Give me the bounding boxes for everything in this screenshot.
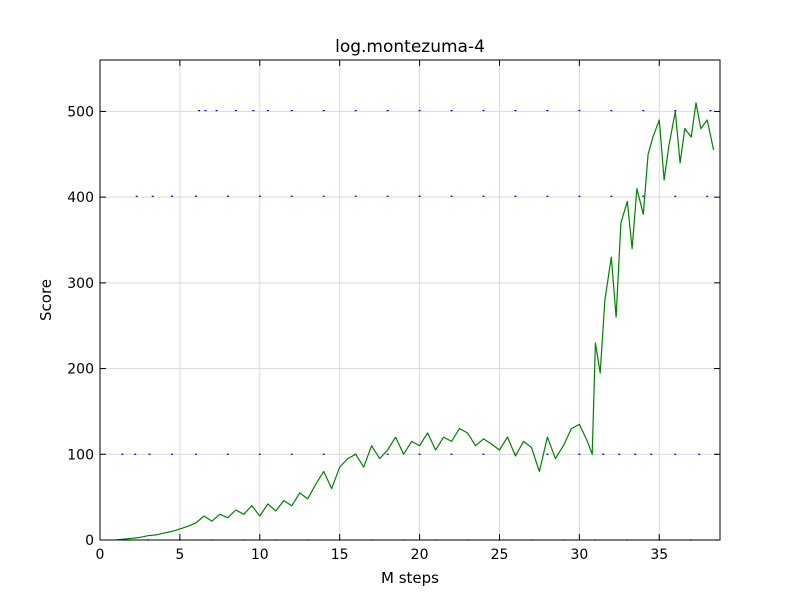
scatter-point [418,195,421,197]
scatter-point [706,195,709,197]
scatter-point [578,109,581,112]
scatter-point [482,453,485,455]
scatter-point [151,195,154,197]
scatter-point [121,453,124,455]
y-tick-label: 100 [67,447,94,463]
scatter-point [418,109,421,112]
x-tick-label: 10 [251,547,269,563]
x-tick-label: 15 [331,547,349,563]
scatter-point [482,195,485,197]
scatter-point [674,195,677,197]
scatter-point [450,453,453,455]
scatter-point [698,453,701,455]
y-axis-label: Score [37,279,55,321]
scatter-point [602,453,605,455]
scatter-point [450,109,453,112]
scatter-point [514,453,517,455]
scatter-point [482,109,485,112]
scatter-point [650,453,653,455]
scatter-point [234,109,237,112]
y-tick-label: 500 [67,104,94,120]
scatter-point [215,109,218,112]
scatter-point [418,453,421,455]
scatter-point [354,109,357,112]
scatter-point [226,453,229,455]
y-tick-label: 0 [85,533,94,549]
scatter-point [634,453,637,455]
scatter-point [148,453,151,455]
scatter-point [290,195,293,197]
scatter-point [290,109,293,112]
scatter-point [204,109,207,112]
scatter-point [354,195,357,197]
y-tick-label: 300 [67,276,94,292]
scatter-point [194,195,197,197]
scatter-point [709,109,712,112]
scatter-point [252,109,255,112]
scatter-point [642,195,645,197]
scatter-point [450,195,453,197]
scatter-point [322,109,325,112]
scatter-point [266,109,269,112]
x-tick-label: 30 [570,547,588,563]
scatter-point [290,453,293,455]
scatter-point [578,195,581,197]
scatter-point [514,195,517,197]
scatter-point [546,195,549,197]
scatter-point [226,195,229,197]
scatter-point [258,195,261,197]
chart-title: log.montezuma-4 [335,37,485,57]
scatter-point [546,453,549,455]
scatter-point [674,453,677,455]
x-tick-label: 20 [411,547,429,563]
plot-frame [99,59,721,541]
x-tick-label: 25 [491,547,509,563]
scatter-point [610,109,613,112]
scatter-point [258,453,261,455]
y-tick-label: 400 [67,190,94,206]
scatter-point [386,195,389,197]
grid-lines [100,60,720,540]
x-axis-label: M steps [381,569,439,587]
scatter-point [386,109,389,112]
scatter-point [322,453,325,455]
scatter-point [674,109,677,112]
y-tick-label: 200 [67,362,94,378]
scatter-point [134,453,137,455]
scatter-point [170,453,173,455]
scatter-point [642,109,645,112]
x-tick-label: 5 [175,547,184,563]
score-line [115,102,715,541]
scatter-point [322,195,325,197]
scatter-point [610,195,613,197]
scatter-point [546,109,549,112]
scatter-point [578,453,581,455]
x-tick-label: 0 [96,547,105,563]
scatter-point [135,195,138,197]
score-line-series [115,102,715,541]
scatter-point [514,109,517,112]
scatter-point [194,453,197,455]
scatter-point [386,453,389,455]
scatter-point [198,109,201,112]
x-tick-label: 35 [650,547,668,563]
scatter-point [170,195,173,197]
scatter-point [618,453,621,455]
axis-ticks: 0 5 10 15 20 25 30 35 0 100 200 300 400 500 [67,60,720,563]
